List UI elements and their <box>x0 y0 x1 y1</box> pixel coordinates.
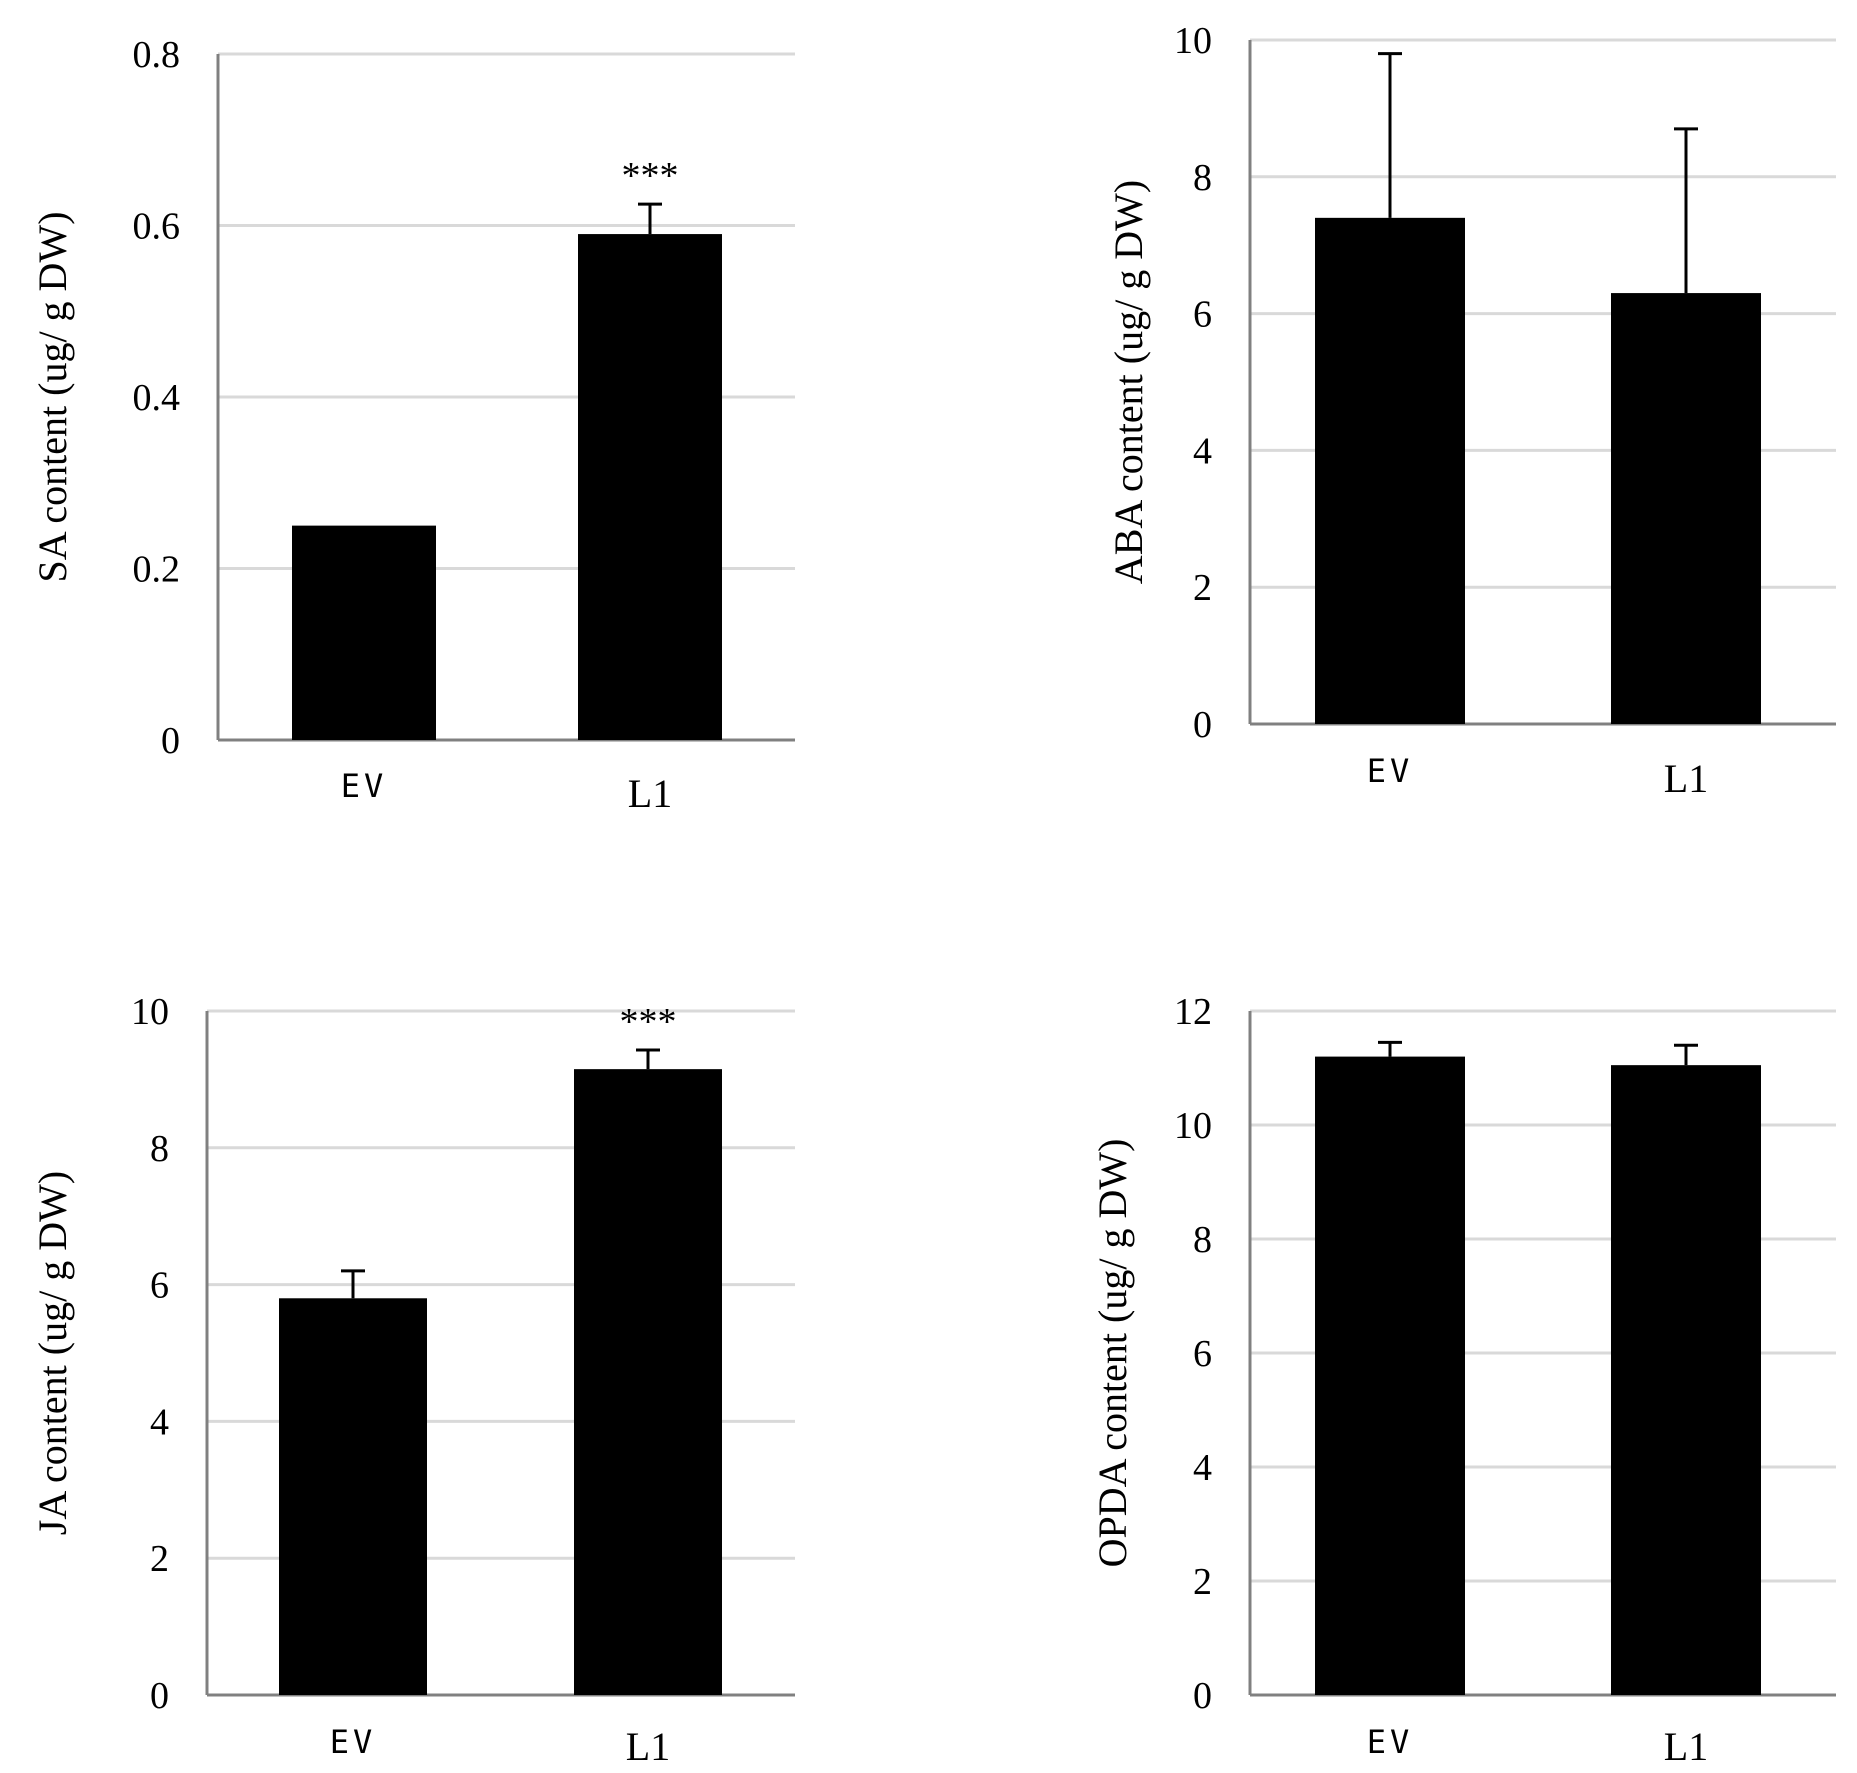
y-tick-label: 2 <box>1193 1561 1212 1603</box>
significance-marker: *** <box>620 1001 677 1043</box>
y-tick-label: 10 <box>1174 1105 1212 1147</box>
y-tick-label: 2 <box>150 1538 169 1580</box>
y-tick-label: 0.8 <box>133 34 181 76</box>
y-axis-label: ABA content (ug/ g DW) <box>1106 180 1151 584</box>
bar-ev <box>1315 217 1465 724</box>
y-tick-label: 6 <box>1193 294 1212 336</box>
bar-l1 <box>578 234 722 740</box>
bar-ev <box>279 1298 427 1695</box>
x-category-label: L1 <box>1664 1724 1708 1769</box>
x-category-label: EV <box>1367 1723 1414 1761</box>
bar-l1 <box>1611 293 1761 724</box>
x-category-label: L1 <box>626 1724 670 1769</box>
y-tick-label: 10 <box>131 991 169 1033</box>
y-tick-label: 4 <box>150 1401 169 1443</box>
y-tick-label: 2 <box>1193 567 1212 609</box>
y-tick-label: 0 <box>150 1675 169 1717</box>
y-tick-label: 8 <box>1193 157 1212 199</box>
panel-aba: 0 2 4 6 8 10 ABA content (ug/ g DW) EV L1 <box>1106 20 1836 801</box>
y-axis-label: OPDA content (ug/ g DW) <box>1090 1139 1135 1568</box>
y-tick-label: 0.6 <box>133 206 181 248</box>
bar-ev <box>1315 1056 1465 1695</box>
y-axis-label: SA content (ug/ g DW) <box>30 211 75 582</box>
y-tick-label: 0 <box>161 720 180 762</box>
y-tick-label: 4 <box>1193 430 1212 472</box>
y-tick-label: 8 <box>150 1128 169 1170</box>
bar-ev <box>292 525 436 740</box>
x-category-label: EV <box>330 1723 377 1761</box>
x-category-label: EV <box>1367 752 1414 790</box>
bar-l1 <box>1611 1065 1761 1695</box>
y-tick-label: 0.2 <box>133 549 181 591</box>
y-tick-label: 12 <box>1174 991 1212 1033</box>
y-tick-label: 0.4 <box>133 377 181 419</box>
y-tick-label: 0 <box>1193 704 1212 746</box>
panel-sa: 0 0.2 0.4 0.6 0.8 SA content (ug/ g DW) EV *** L… <box>30 34 795 816</box>
y-tick-label: 8 <box>1193 1219 1212 1261</box>
panel-ja: 0 2 4 6 8 10 JA content (ug/ g DW) EV *** L1 <box>30 991 795 1769</box>
y-tick-label: 10 <box>1174 20 1212 62</box>
y-tick-label: 4 <box>1193 1447 1212 1489</box>
x-category-label: L1 <box>628 771 672 816</box>
panel-opda: 0 2 4 6 8 10 12 OPDA content (ug/ g DW) EV L1 <box>1090 991 1836 1769</box>
x-category-label: L1 <box>1664 756 1708 801</box>
y-tick-label: 6 <box>1193 1333 1212 1375</box>
y-tick-label: 0 <box>1193 1675 1212 1717</box>
y-tick-label: 6 <box>150 1265 169 1307</box>
significance-marker: *** <box>622 155 679 197</box>
bar-l1 <box>574 1069 722 1695</box>
y-axis-label: JA content (ug/ g DW) <box>30 1171 75 1535</box>
x-category-label: EV <box>341 767 388 805</box>
